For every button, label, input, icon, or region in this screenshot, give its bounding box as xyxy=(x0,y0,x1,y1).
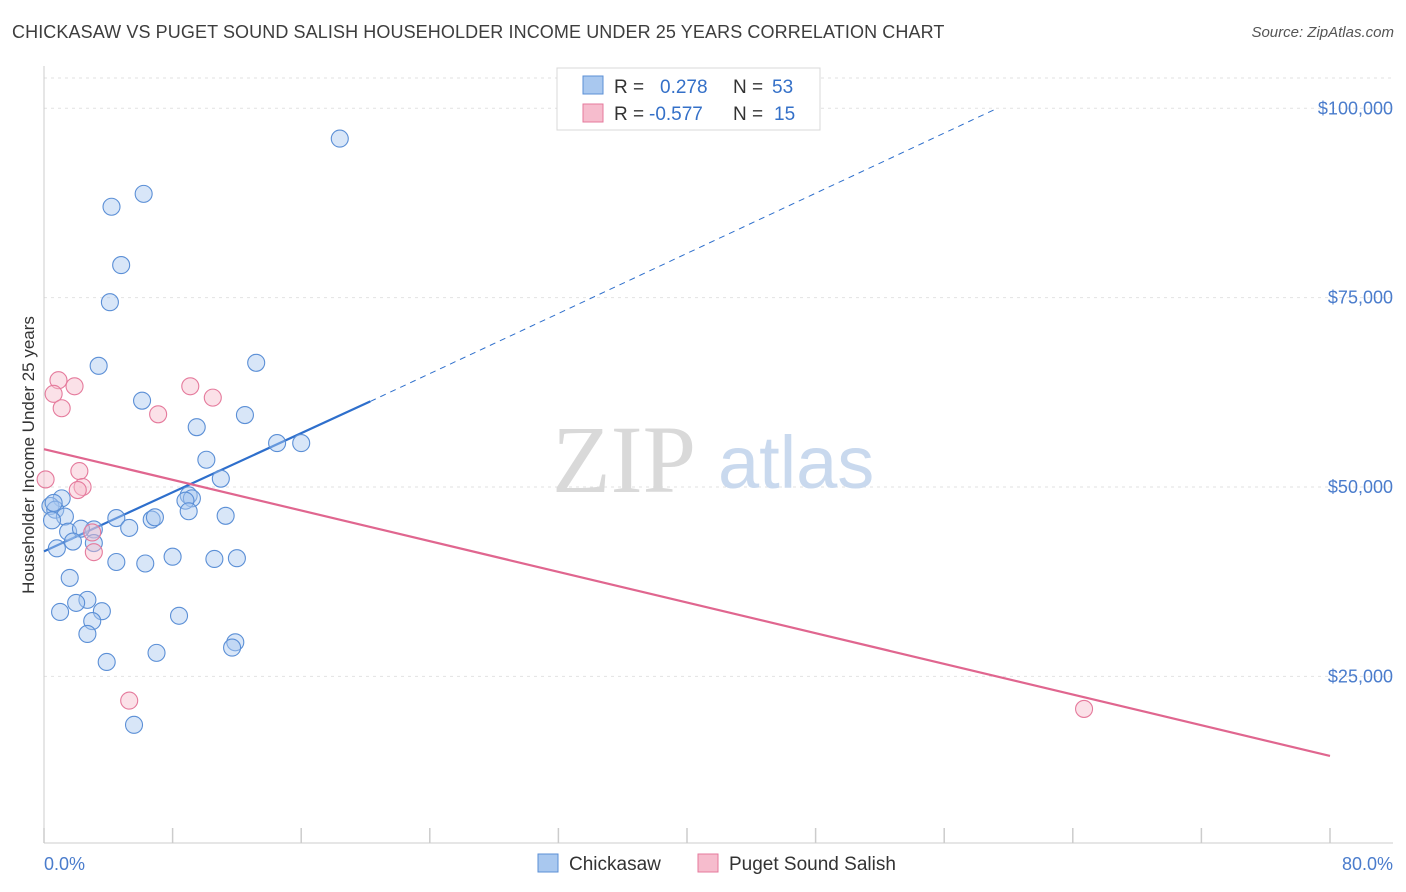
point-salish-11 xyxy=(83,523,102,542)
series-legend: Chickasaw Puget Sound Salish xyxy=(537,853,896,875)
point-chickasaw-0 xyxy=(330,129,349,148)
point-chickasaw-4 xyxy=(100,293,119,312)
point-chickasaw-34 xyxy=(163,547,182,566)
point-chickasaw-14 xyxy=(179,486,198,505)
point-chickasaw-44 xyxy=(169,606,189,625)
point-chickasaw-25 xyxy=(145,508,164,527)
point-chickasaw-33 xyxy=(47,539,66,558)
point-salish-2 xyxy=(181,377,200,396)
bottom-legend-salish-label: Puget Sound Salish xyxy=(729,854,896,875)
point-salish-8 xyxy=(36,470,55,489)
point-chickasaw-49 xyxy=(147,643,166,662)
point-chickasaw-39 xyxy=(60,568,79,587)
point-chickasaw-37 xyxy=(107,552,126,572)
point-salish-13 xyxy=(120,691,139,710)
point-chickasaw-7 xyxy=(133,391,152,410)
point-salish-1 xyxy=(65,377,84,396)
point-chickasaw-2 xyxy=(102,197,121,216)
legend-chickasaw-n-label: N = xyxy=(733,77,763,98)
point-salish-12 xyxy=(84,543,103,562)
point-salish-6 xyxy=(149,405,168,424)
point-chickasaw-28 xyxy=(84,520,103,539)
point-chickasaw-26 xyxy=(42,511,62,530)
point-chickasaw-1 xyxy=(134,184,153,203)
point-chickasaw-19 xyxy=(46,500,65,519)
point-chickasaw-10 xyxy=(268,434,287,453)
point-chickasaw-35 xyxy=(205,549,224,569)
trend-line-salish xyxy=(43,448,1331,757)
y-tick-label-1: $50,000 xyxy=(1328,477,1393,497)
point-chickasaw-8 xyxy=(235,406,254,425)
stats-legend: R = 0.278 N = 53 R = -0.577 N = 15 xyxy=(556,67,821,131)
trend-line-chickasaw-extension xyxy=(370,107,998,402)
watermark-atlas: atlas xyxy=(718,421,874,504)
point-chickasaw-5 xyxy=(89,356,108,375)
legend-salish-n-label: N = xyxy=(733,104,763,125)
legend-salish-r-value: -0.577 xyxy=(649,104,703,125)
point-chickasaw-52 xyxy=(44,493,63,512)
point-chickasaw-42 xyxy=(51,602,70,622)
point-chickasaw-12 xyxy=(197,450,216,469)
bottom-legend-salish-swatch xyxy=(697,853,719,873)
legend-chickasaw-swatch xyxy=(582,75,604,95)
point-chickasaw-50 xyxy=(97,652,116,672)
point-salish-4 xyxy=(203,388,222,407)
bottom-legend-chickasaw-swatch xyxy=(537,853,559,873)
watermark-zip: ZIP xyxy=(552,406,696,513)
point-salish-5 xyxy=(52,399,71,418)
legend-salish-r-label: R = xyxy=(614,104,644,125)
point-chickasaw-3 xyxy=(112,256,131,275)
chart-title: CHICKASAW VS PUGET SOUND SALISH HOUSEHOL… xyxy=(12,22,945,42)
point-chickasaw-22 xyxy=(216,506,235,525)
point-chickasaw-11 xyxy=(292,434,311,453)
point-chickasaw-23 xyxy=(107,509,126,528)
point-chickasaw-38 xyxy=(136,554,155,573)
point-salish-0 xyxy=(49,371,68,390)
point-chickasaw-31 xyxy=(63,532,82,551)
point-chickasaw-21 xyxy=(179,502,198,521)
point-chickasaw-48 xyxy=(223,638,242,657)
point-chickasaw-43 xyxy=(92,602,111,621)
point-chickasaw-40 xyxy=(78,590,97,609)
legend-salish-n-value: 15 xyxy=(774,104,795,125)
point-chickasaw-6 xyxy=(247,353,266,372)
point-salish-9 xyxy=(73,477,92,497)
point-chickasaw-9 xyxy=(187,418,206,437)
y-tick-labels: $25,000 $50,000 $75,000 $100,000 xyxy=(1318,98,1393,686)
legend-chickasaw-n-value: 53 xyxy=(772,77,793,98)
point-salish-10 xyxy=(68,480,87,500)
point-salish-7 xyxy=(70,462,89,481)
watermark: ZIP atlas xyxy=(552,406,874,513)
source-label: Source: ZipAtlas.com xyxy=(1251,24,1394,41)
point-chickasaw-36 xyxy=(227,549,246,568)
point-chickasaw-47 xyxy=(226,633,245,652)
y-tick-label-3: $100,000 xyxy=(1318,98,1393,118)
point-chickasaw-16 xyxy=(176,491,195,510)
legend-chickasaw-r-value: 0.278 xyxy=(660,77,708,98)
point-chickasaw-41 xyxy=(67,593,86,612)
point-chickasaw-30 xyxy=(71,519,91,538)
y-tick-label-0: $25,000 xyxy=(1328,666,1393,686)
x-tick-label-0: 0.0% xyxy=(44,854,85,874)
point-salish-3 xyxy=(44,384,63,403)
legend-salish-swatch xyxy=(582,103,604,123)
legend-chickasaw-r-label: R = xyxy=(614,77,644,98)
x-tick-label-1: 80.0% xyxy=(1342,854,1393,874)
point-chickasaw-46 xyxy=(78,624,97,644)
grid-lines xyxy=(44,77,1393,677)
point-chickasaw-13 xyxy=(211,469,230,488)
point-chickasaw-29 xyxy=(120,518,139,537)
x-tick-labels: 0.0% 80.0% xyxy=(44,854,1393,874)
y-axis-label: Householder Income Under 25 years xyxy=(19,316,38,594)
axes xyxy=(43,66,1393,844)
point-chickasaw-24 xyxy=(142,510,161,529)
point-salish-14 xyxy=(1075,699,1094,718)
bottom-legend-chickasaw-label: Chickasaw xyxy=(569,854,661,875)
y-tick-label-2: $75,000 xyxy=(1328,288,1393,308)
point-chickasaw-51 xyxy=(124,715,144,734)
data-points xyxy=(36,129,1094,734)
